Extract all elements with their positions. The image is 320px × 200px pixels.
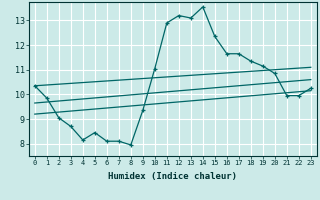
X-axis label: Humidex (Indice chaleur): Humidex (Indice chaleur) — [108, 172, 237, 181]
